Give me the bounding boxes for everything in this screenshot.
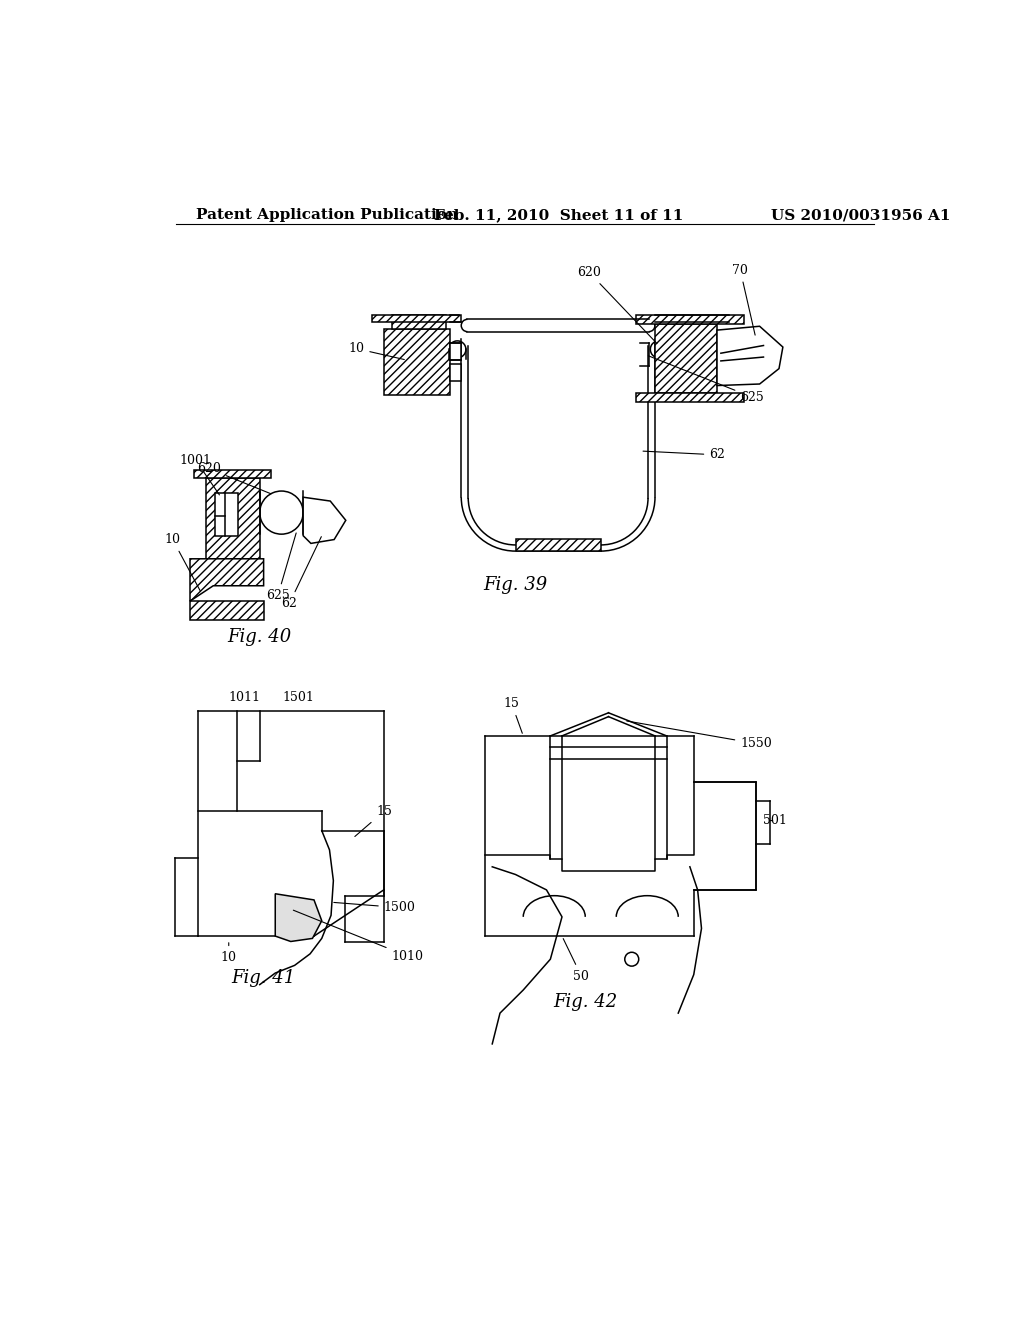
Text: 50: 50 — [563, 939, 590, 982]
Text: Feb. 11, 2010  Sheet 11 of 11: Feb. 11, 2010 Sheet 11 of 11 — [434, 209, 683, 222]
Bar — [215, 494, 238, 536]
Bar — [636, 314, 744, 323]
Text: 15: 15 — [504, 697, 522, 734]
Polygon shape — [275, 894, 322, 941]
Text: 501: 501 — [764, 814, 787, 828]
Text: Fig. 40: Fig. 40 — [227, 628, 292, 647]
Polygon shape — [190, 558, 263, 601]
Bar — [655, 323, 717, 393]
Text: 62: 62 — [643, 449, 725, 462]
Polygon shape — [717, 326, 783, 385]
Text: 1550: 1550 — [627, 721, 772, 750]
Polygon shape — [303, 498, 346, 544]
Text: Fig. 39: Fig. 39 — [483, 576, 548, 594]
Text: 1500: 1500 — [334, 902, 416, 915]
Text: 620: 620 — [198, 462, 271, 494]
Bar — [372, 315, 461, 322]
Text: 10: 10 — [221, 942, 237, 964]
Bar — [391, 315, 445, 330]
Bar — [384, 330, 450, 395]
Text: 625: 625 — [648, 356, 764, 404]
Bar — [450, 343, 461, 360]
Text: US 2010/0031956 A1: US 2010/0031956 A1 — [771, 209, 950, 222]
Bar — [206, 478, 260, 558]
Text: 1001: 1001 — [179, 454, 219, 495]
Text: Fig. 42: Fig. 42 — [553, 993, 617, 1011]
Bar — [190, 601, 263, 620]
Bar — [450, 364, 461, 381]
Text: 70: 70 — [732, 264, 755, 335]
Text: 62: 62 — [282, 537, 322, 610]
Bar — [636, 393, 744, 403]
Text: 15: 15 — [355, 805, 392, 837]
Bar — [194, 470, 271, 478]
Text: Patent Application Publication: Patent Application Publication — [197, 209, 458, 222]
Text: 1501: 1501 — [283, 690, 314, 704]
Text: 10: 10 — [165, 533, 201, 591]
Bar — [515, 539, 601, 552]
Text: Fig. 41: Fig. 41 — [231, 969, 296, 987]
Text: 620: 620 — [578, 265, 657, 343]
Text: 10: 10 — [348, 342, 404, 359]
Text: 625: 625 — [266, 533, 296, 602]
Text: 1011: 1011 — [228, 690, 260, 704]
Text: 1010: 1010 — [293, 911, 424, 962]
